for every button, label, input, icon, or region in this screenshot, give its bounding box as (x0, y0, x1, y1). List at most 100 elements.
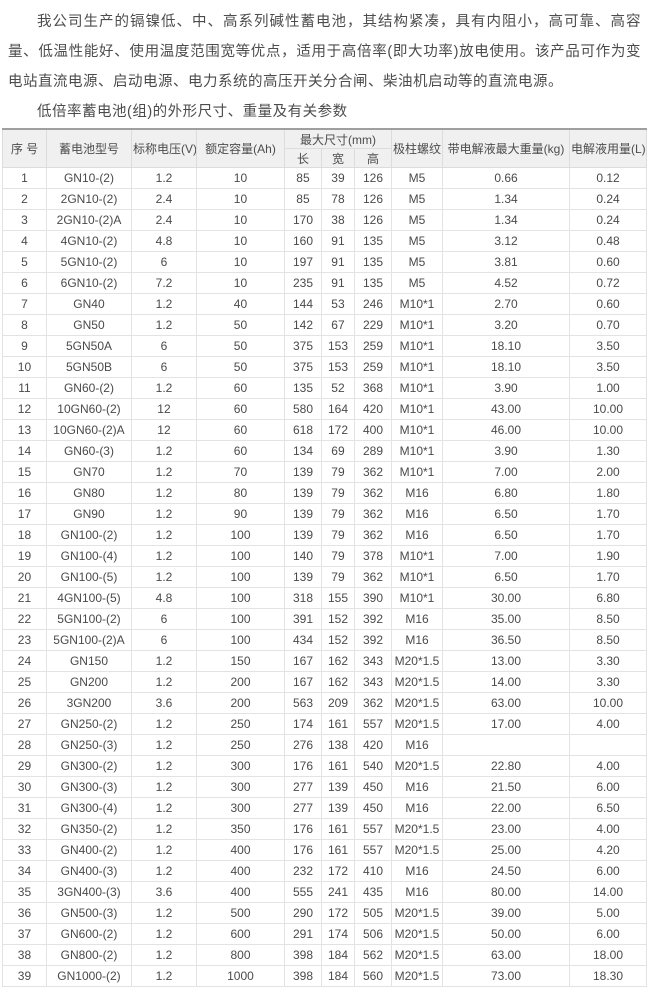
table-cell: 392 (353, 629, 393, 651)
table-cell: M20*1.5 (391, 944, 443, 966)
table-cell: M10*1 (391, 398, 443, 420)
table-row: 35 3GN400-(3) 3.6 400 555 241 435 M16 80.00 14.00 (1, 881, 647, 903)
table-cell: 184 (320, 965, 355, 987)
table-cell: GN500-(3) (45, 902, 132, 924)
table-cell: 1.2 (130, 503, 197, 525)
table-cell: 3GN200 (45, 692, 132, 714)
table-cell: 0.60 (569, 251, 647, 273)
table-cell: 63.00 (442, 692, 570, 714)
col-header-width: 宽 (320, 148, 355, 168)
table-cell: 375 (283, 356, 322, 378)
table-cell (442, 734, 570, 756)
table-cell: 60 (195, 398, 285, 420)
table-cell: 800 (195, 944, 285, 966)
table-cell: 343 (353, 650, 393, 672)
table-cell: 400 (195, 860, 285, 882)
table-cell: 34 (1, 860, 47, 882)
table-cell: 79 (320, 566, 355, 588)
col-header-dimensions: 最大尺寸(mm) (283, 128, 393, 149)
table-cell: 1.2 (130, 797, 197, 819)
table-cell: 28 (1, 734, 47, 756)
table-cell: 1.2 (130, 671, 197, 693)
table-cell: 162 (320, 650, 355, 672)
table-cell: 580 (283, 398, 322, 420)
table-cell: 6.80 (442, 482, 570, 504)
table-cell: 100 (195, 566, 285, 588)
table-cell: 289 (353, 440, 393, 462)
table-cell: 150 (195, 650, 285, 672)
table-cell: 134 (283, 440, 322, 462)
table-cell: GN400-(2) (45, 839, 132, 861)
table-row: 15 GN70 1.2 70 139 79 362 M10*1 7.00 2.00 (1, 461, 647, 483)
table-cell: 410 (353, 860, 393, 882)
table-cell: 3.50 (569, 335, 647, 357)
table-cell: 19 (1, 545, 47, 567)
table-cell: 4.00 (569, 818, 647, 840)
table-cell: 22 (1, 608, 47, 630)
table-cell: M5 (391, 230, 443, 252)
table-cell: 540 (353, 755, 393, 777)
table-cell: GN250-(3) (45, 734, 132, 756)
col-header-thread: 极柱螺纹 (391, 128, 443, 168)
table-cell: 39.00 (442, 902, 570, 924)
table-cell: 6.00 (569, 776, 647, 798)
table-cell: GN150 (45, 650, 132, 672)
table-cell: 39 (320, 167, 355, 189)
table-cell: 2GN10-(2) (45, 188, 132, 210)
table-row: 28 GN250-(3) 1.2 250 276 138 420 M16 (1, 734, 647, 756)
table-cell: M16 (391, 629, 443, 651)
table-cell: 2 (1, 188, 47, 210)
table-row: 36 GN500-(3) 1.2 500 290 172 505 M20*1.5 39.00 5.… (1, 902, 647, 924)
col-header-electrolyte: 电解液用量(L) (569, 128, 647, 168)
table-cell: GN50 (45, 314, 132, 336)
table-cell: 3.90 (442, 440, 570, 462)
table-cell: 142 (283, 314, 322, 336)
table-cell: 362 (353, 461, 393, 483)
table-cell: 4.8 (130, 587, 197, 609)
table-cell: 100 (195, 629, 285, 651)
table-cell: 174 (283, 713, 322, 735)
table-cell: 35.00 (442, 608, 570, 630)
table-cell: GN90 (45, 503, 132, 525)
table-cell: 1.70 (569, 566, 647, 588)
table-cell: 6.50 (442, 566, 570, 588)
table-cell: M20*1.5 (391, 902, 443, 924)
table-cell: 36.50 (442, 629, 570, 651)
table-cell: 1.2 (130, 545, 197, 567)
table-cell: M20*1.5 (391, 713, 443, 735)
table-cell (569, 734, 647, 756)
table-cell: 3.50 (569, 356, 647, 378)
table-cell: 3.90 (442, 377, 570, 399)
table-cell: 161 (320, 713, 355, 735)
table-cell: 4.00 (569, 755, 647, 777)
table-cell: 450 (353, 797, 393, 819)
table-cell: 176 (283, 839, 322, 861)
table-cell: 0.70 (569, 314, 647, 336)
table-cell: 79 (320, 482, 355, 504)
table-cell: 276 (283, 734, 322, 756)
table-cell: 7.00 (442, 461, 570, 483)
table-cell: M5 (391, 209, 443, 231)
table-cell: 38 (1, 944, 47, 966)
table-cell: 50 (195, 335, 285, 357)
table-cell: 18.10 (442, 356, 570, 378)
table-cell: 79 (320, 545, 355, 567)
table-cell: 368 (353, 377, 393, 399)
table-cell: 420 (353, 734, 393, 756)
table-row: 21 4GN100-(5) 4.8 100 318 155 390 M10*1 30.00 6.8… (1, 587, 647, 609)
table-cell: 6 (130, 608, 197, 630)
table-cell: 60 (195, 440, 285, 462)
table-cell: 79 (320, 503, 355, 525)
table-cell: 18 (1, 524, 47, 546)
table-cell: 43.00 (442, 398, 570, 420)
table-cell: 1.2 (130, 713, 197, 735)
table-cell: 557 (353, 839, 393, 861)
table-row: 25 GN200 1.2 200 167 162 343 M20*1.5 14.00 3.30 (1, 671, 647, 693)
table-cell: GN10-(2) (45, 167, 132, 189)
table-cell: 25.00 (442, 839, 570, 861)
table-cell: 1.2 (130, 440, 197, 462)
table-cell: 362 (353, 692, 393, 714)
table-cell: 153 (320, 356, 355, 378)
table-cell: 135 (353, 272, 393, 294)
table-row: 6 6GN10-(2) 7.2 10 235 91 135 M5 4.52 0.72 (1, 272, 647, 294)
